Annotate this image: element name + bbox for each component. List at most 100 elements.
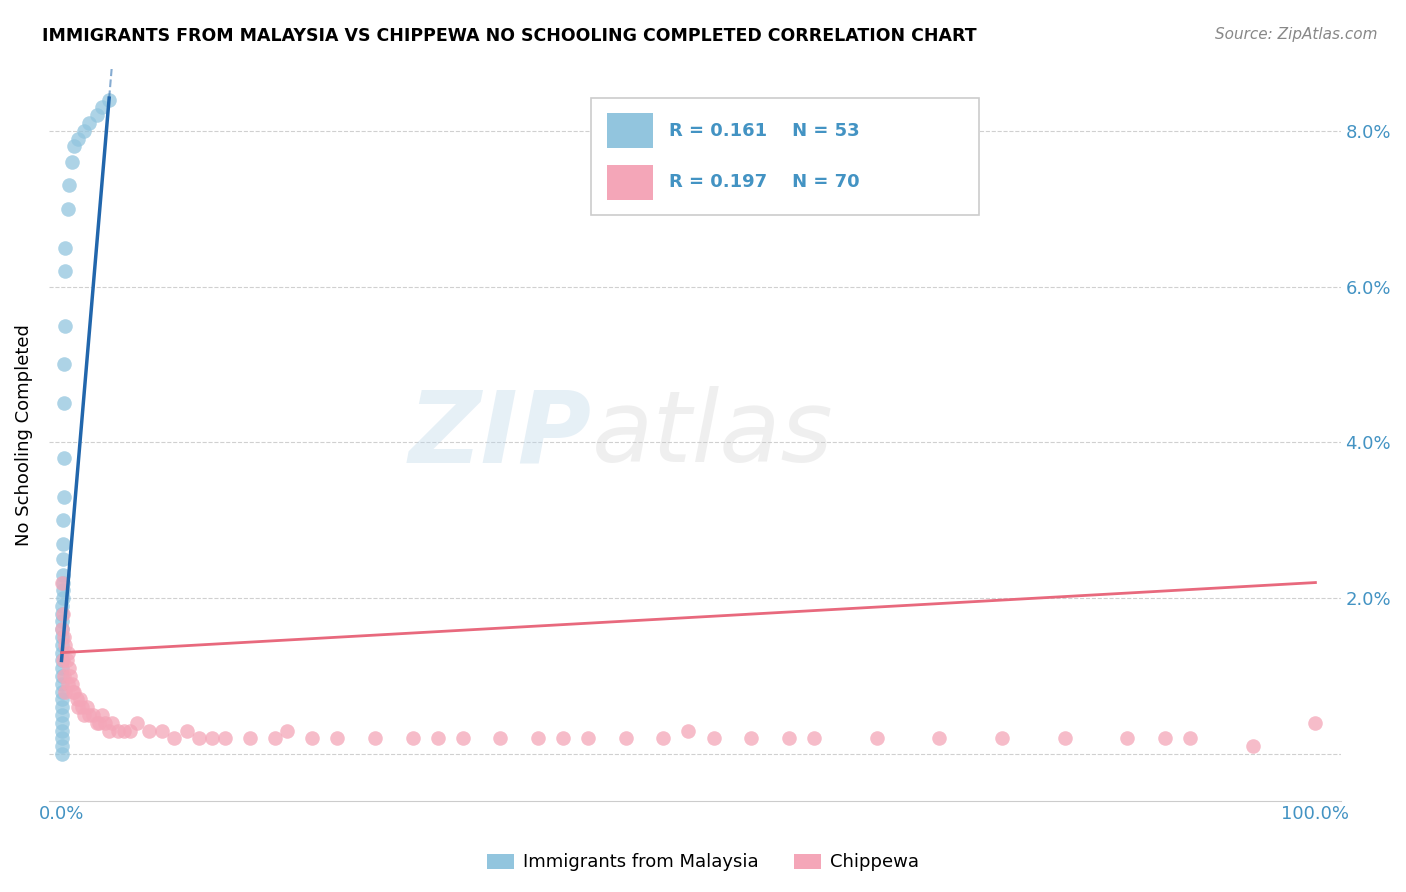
Point (53, 396, 76, 410)
Point (53, 684, 76, 698)
Point (53, 450, 76, 465)
Point (70, 700, 93, 714)
Point (53, 669, 76, 683)
Point (53, 264, 76, 278)
Point (51, 607, 73, 621)
Point (66, 700, 89, 714)
Point (107, 723, 129, 738)
Point (53, 358, 76, 372)
Point (53, 241, 76, 255)
Point (53, 630, 76, 644)
Point (52, 567, 75, 582)
Point (214, 731, 236, 746)
Point (301, 731, 323, 746)
Point (51, 723, 73, 738)
Point (82, 708, 104, 723)
Point (51, 747, 73, 761)
Point (60, 677, 83, 691)
Point (58, 178, 80, 193)
Point (51, 653, 73, 667)
Point (326, 731, 349, 746)
Point (76, 700, 98, 714)
Point (51, 575, 73, 590)
Point (94, 715, 117, 730)
Point (125, 715, 148, 730)
Point (90, 100, 112, 114)
Point (803, 731, 825, 746)
Point (100, 715, 122, 730)
Point (77, 708, 100, 723)
Point (928, 731, 950, 746)
Point (60, 155, 83, 169)
Point (678, 723, 700, 738)
Point (51, 661, 73, 675)
Point (51, 731, 73, 746)
Point (163, 731, 186, 746)
Point (52, 575, 75, 590)
Point (65, 692, 87, 706)
Point (188, 731, 211, 746)
Point (56, 646, 79, 660)
Point (59, 669, 82, 683)
Legend: Immigrants from Malaysia, Chippewa: Immigrants from Malaysia, Chippewa (479, 847, 927, 879)
Point (86, 108, 108, 122)
Point (1241, 739, 1264, 753)
Point (66, 131, 89, 145)
Point (991, 731, 1014, 746)
Point (51, 739, 73, 753)
Point (89, 715, 111, 730)
Point (138, 723, 160, 738)
Point (53, 490, 76, 504)
Point (52, 591, 75, 606)
Y-axis label: No Schooling Completed: No Schooling Completed (15, 324, 32, 546)
Point (51, 692, 73, 706)
Point (77, 116, 100, 130)
Point (52, 536, 75, 550)
Point (426, 731, 449, 746)
Point (364, 731, 387, 746)
Point (52, 607, 75, 621)
Point (53, 318, 76, 333)
Point (1305, 715, 1327, 730)
Point (63, 139, 86, 153)
Point (73, 124, 96, 138)
Point (51, 646, 73, 660)
Point (86, 715, 108, 730)
Point (176, 723, 198, 738)
Point (703, 731, 725, 746)
Point (51, 638, 73, 652)
Point (1154, 731, 1177, 746)
Point (1116, 731, 1139, 746)
Point (652, 731, 675, 746)
Text: ZIP: ZIP (408, 386, 592, 483)
Point (51, 622, 73, 636)
Point (451, 731, 474, 746)
Point (56, 202, 79, 216)
Text: Source: ZipAtlas.com: Source: ZipAtlas.com (1215, 27, 1378, 42)
Point (551, 731, 574, 746)
Point (51, 630, 73, 644)
Point (51, 599, 73, 613)
Point (52, 653, 75, 667)
Point (51, 677, 73, 691)
Point (112, 723, 135, 738)
Point (52, 513, 75, 527)
Point (778, 731, 800, 746)
Point (62, 684, 84, 698)
Point (51, 669, 73, 683)
Point (120, 723, 142, 738)
Point (614, 731, 637, 746)
Point (51, 708, 73, 723)
Point (1053, 731, 1076, 746)
Point (56, 677, 79, 691)
Point (69, 692, 91, 706)
Point (55, 653, 77, 667)
Point (201, 731, 224, 746)
Point (51, 700, 73, 714)
Point (63, 684, 86, 698)
Point (740, 731, 762, 746)
Point (52, 583, 75, 598)
Point (90, 708, 112, 723)
Point (865, 731, 887, 746)
Point (276, 723, 298, 738)
